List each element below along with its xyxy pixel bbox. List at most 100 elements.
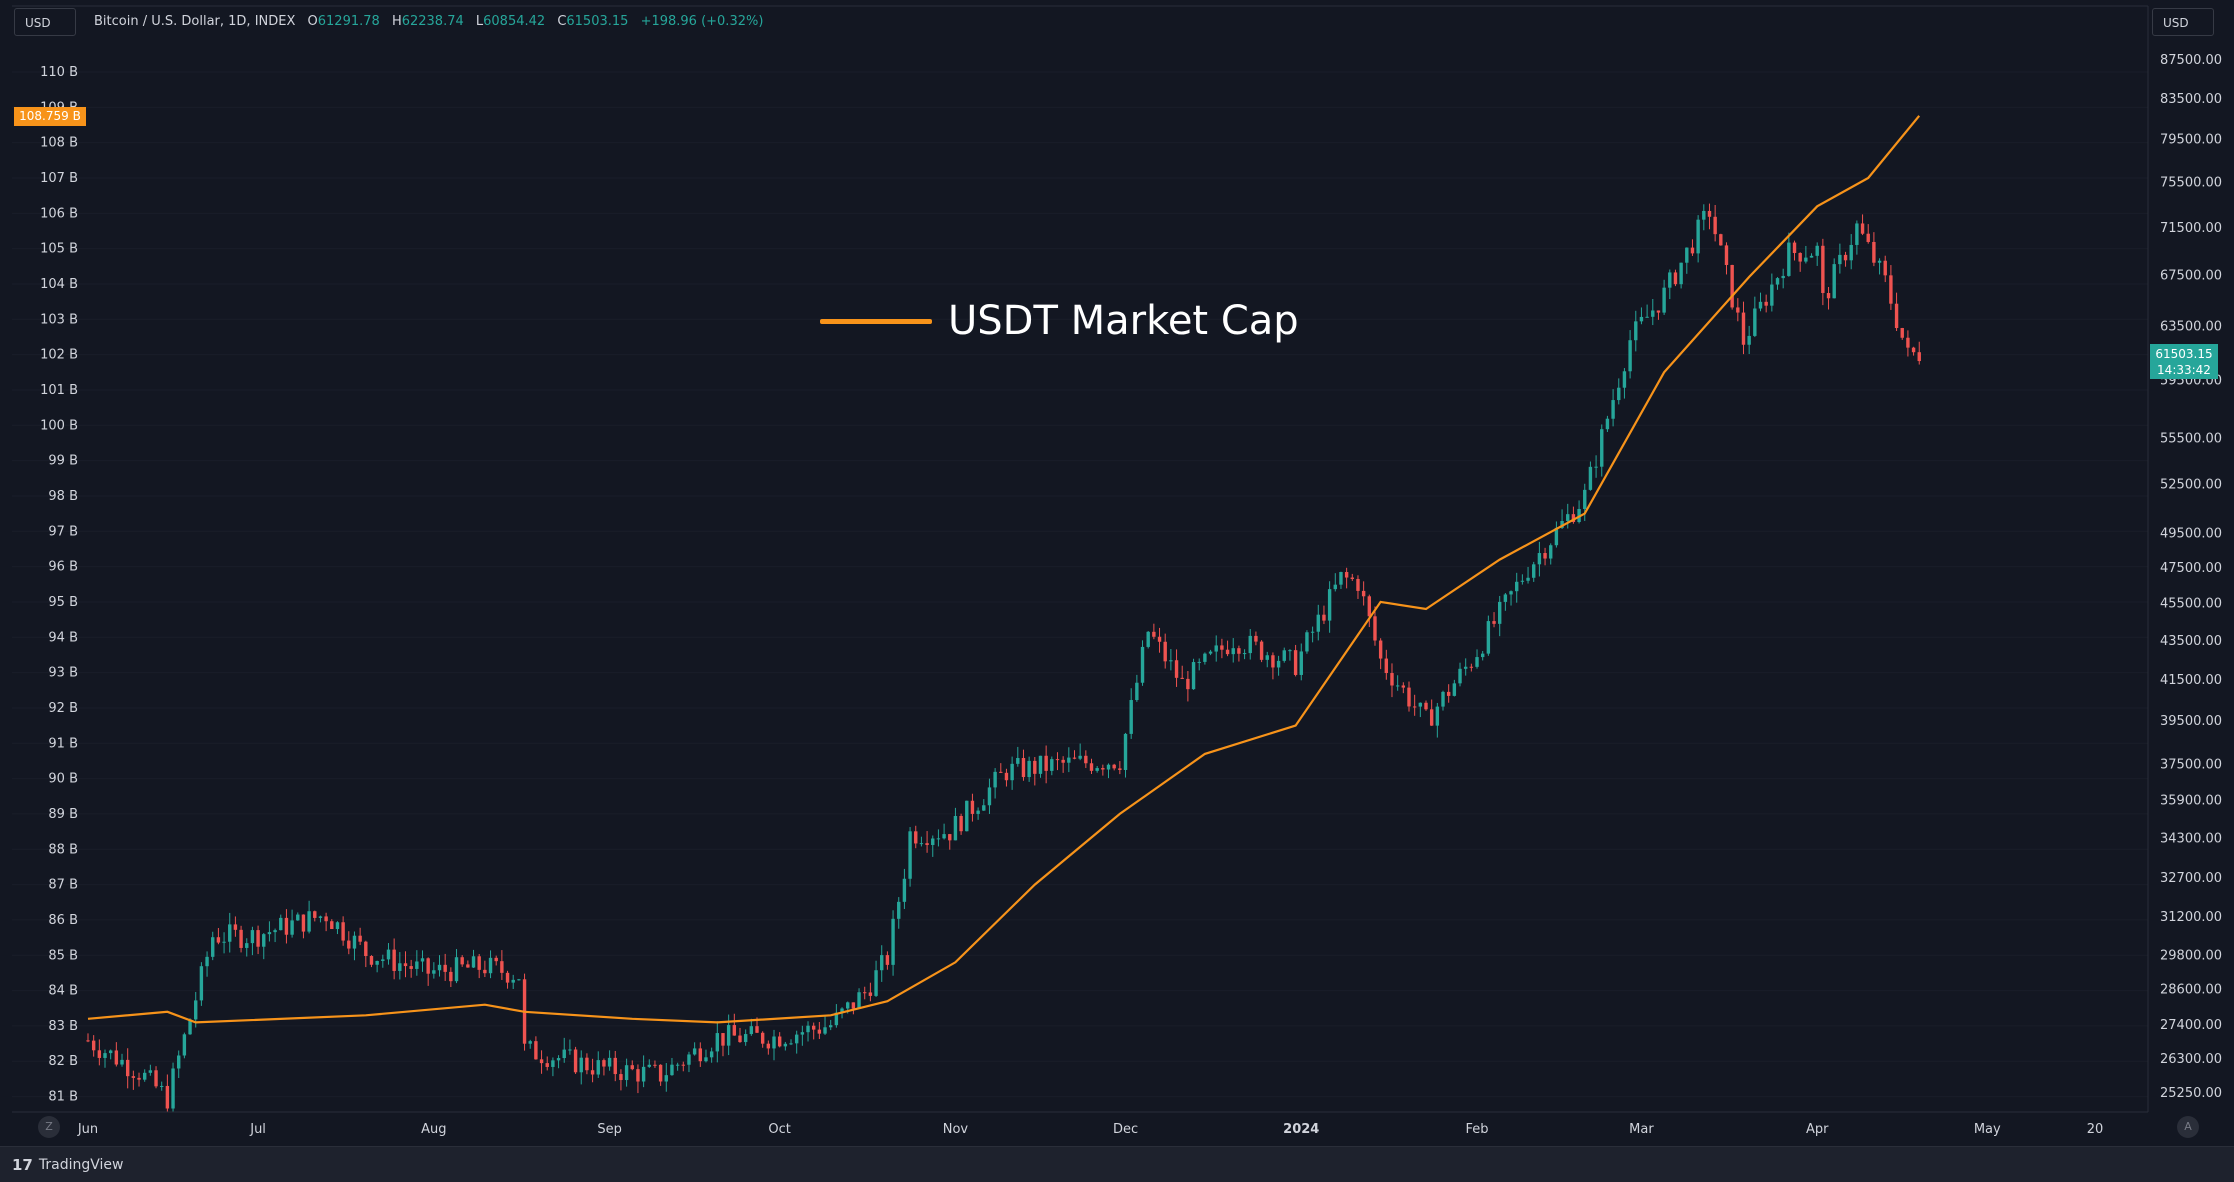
candle-body bbox=[284, 917, 289, 935]
zoom-toggle-button[interactable]: Z bbox=[38, 1116, 60, 1138]
left-axis-tick: 94 B bbox=[48, 630, 78, 645]
candle-body bbox=[1135, 682, 1139, 701]
candle-body bbox=[505, 972, 510, 983]
candle-body bbox=[1639, 316, 1644, 322]
right-axis-tick: 83500.00 bbox=[2160, 92, 2222, 107]
candle-body bbox=[1123, 733, 1128, 771]
candle-body bbox=[800, 1032, 805, 1035]
high-label: H bbox=[391, 14, 402, 29]
candle-body bbox=[1480, 653, 1485, 658]
candle-body bbox=[443, 964, 447, 972]
candle-body bbox=[811, 1025, 816, 1030]
candle-body bbox=[1605, 418, 1610, 430]
candle-body bbox=[392, 949, 396, 971]
candle-body bbox=[1356, 578, 1360, 591]
right-axis-tick: 71500.00 bbox=[2160, 221, 2222, 236]
right-axis-tick: 32700.00 bbox=[2160, 871, 2222, 886]
candle-body bbox=[347, 940, 351, 949]
right-axis-tick: 45500.00 bbox=[2160, 597, 2222, 612]
left-axis-tick: 108 B bbox=[40, 136, 78, 151]
candle-body bbox=[908, 831, 912, 879]
candle-body bbox=[1191, 662, 1196, 690]
candle-body bbox=[1809, 255, 1814, 258]
candle-body bbox=[1730, 264, 1734, 308]
left-axis-tick: 81 B bbox=[48, 1090, 78, 1105]
symbol-header[interactable]: Bitcoin / U.S. Dollar, 1D, INDEX O61291.… bbox=[94, 14, 771, 29]
candle-body bbox=[1067, 757, 1071, 763]
candle-body bbox=[1299, 651, 1303, 675]
candle-body bbox=[936, 838, 941, 840]
auto-scale-button[interactable]: A bbox=[2177, 1116, 2199, 1138]
candle-body bbox=[602, 1060, 606, 1067]
candle-body bbox=[1038, 755, 1043, 774]
candle-body bbox=[494, 957, 498, 962]
candle-body bbox=[1072, 757, 1077, 759]
candle-body bbox=[177, 1055, 181, 1069]
left-currency-button[interactable]: USD bbox=[14, 8, 76, 36]
candle-body bbox=[1741, 312, 1746, 345]
zoom-toggle-label: Z bbox=[45, 1120, 53, 1133]
right-axis-tick: 79500.00 bbox=[2160, 133, 2222, 148]
candle-body bbox=[1078, 755, 1082, 759]
candle-body bbox=[636, 1069, 640, 1082]
candle-body bbox=[330, 921, 334, 930]
candle-body bbox=[1690, 247, 1695, 254]
candle-body bbox=[91, 1040, 96, 1051]
candle-body bbox=[755, 1026, 759, 1033]
right-axis-tick: 67500.00 bbox=[2160, 269, 2222, 284]
right-axis-tick: 37500.00 bbox=[2160, 757, 2222, 772]
candle-body bbox=[375, 960, 379, 965]
candle-body bbox=[256, 930, 260, 947]
candle-body bbox=[1662, 287, 1666, 313]
grid-lines bbox=[12, 71, 2148, 1098]
candle-body bbox=[307, 911, 311, 932]
candle-body bbox=[1350, 577, 1354, 579]
candle-body bbox=[1237, 648, 1241, 654]
candle-body bbox=[1180, 677, 1184, 679]
candle-body bbox=[420, 958, 425, 962]
candle-body bbox=[1758, 301, 1763, 309]
candle-body bbox=[160, 1085, 164, 1087]
candle-body bbox=[335, 922, 340, 930]
candle-body bbox=[806, 1025, 810, 1033]
candle-body bbox=[919, 843, 924, 845]
candle-body bbox=[653, 1064, 657, 1066]
right-currency-button[interactable]: USD bbox=[2152, 8, 2214, 36]
candle-body bbox=[885, 955, 890, 965]
candle-body bbox=[1361, 590, 1366, 597]
candle-body bbox=[675, 1064, 680, 1066]
candle-body bbox=[1503, 594, 1508, 602]
candle-body bbox=[925, 843, 929, 845]
candle-body bbox=[789, 1043, 793, 1045]
candle-body bbox=[1106, 764, 1111, 770]
candle-body bbox=[1333, 584, 1337, 590]
left-axis-tick: 88 B bbox=[48, 842, 78, 857]
candle-body bbox=[749, 1026, 754, 1035]
candle-body bbox=[432, 970, 436, 974]
candle-body bbox=[1651, 310, 1655, 317]
left-axis-tick: 102 B bbox=[40, 348, 78, 363]
candle-body bbox=[114, 1050, 119, 1065]
brand[interactable]: 17 TradingView bbox=[12, 1156, 123, 1174]
candle-body bbox=[1435, 706, 1440, 726]
candle-body bbox=[222, 941, 226, 943]
candle-body bbox=[1821, 245, 1825, 294]
candle-body bbox=[1021, 758, 1026, 778]
candle-body bbox=[1509, 591, 1513, 595]
candle-body bbox=[1140, 646, 1145, 683]
candle-body bbox=[1458, 668, 1462, 684]
candle-body bbox=[658, 1064, 663, 1082]
candle-body bbox=[1033, 760, 1037, 774]
candle-body bbox=[290, 920, 294, 935]
candle-body bbox=[1554, 527, 1559, 546]
candle-body bbox=[245, 943, 249, 948]
candle-body bbox=[1254, 635, 1258, 642]
candle-body bbox=[1532, 564, 1536, 578]
candle-body bbox=[1668, 272, 1672, 288]
left-axis-tick: 91 B bbox=[48, 736, 78, 751]
candle-body bbox=[318, 916, 323, 918]
candle-body bbox=[1628, 340, 1632, 372]
candle-body bbox=[772, 1036, 776, 1049]
candle-body bbox=[1424, 702, 1428, 710]
